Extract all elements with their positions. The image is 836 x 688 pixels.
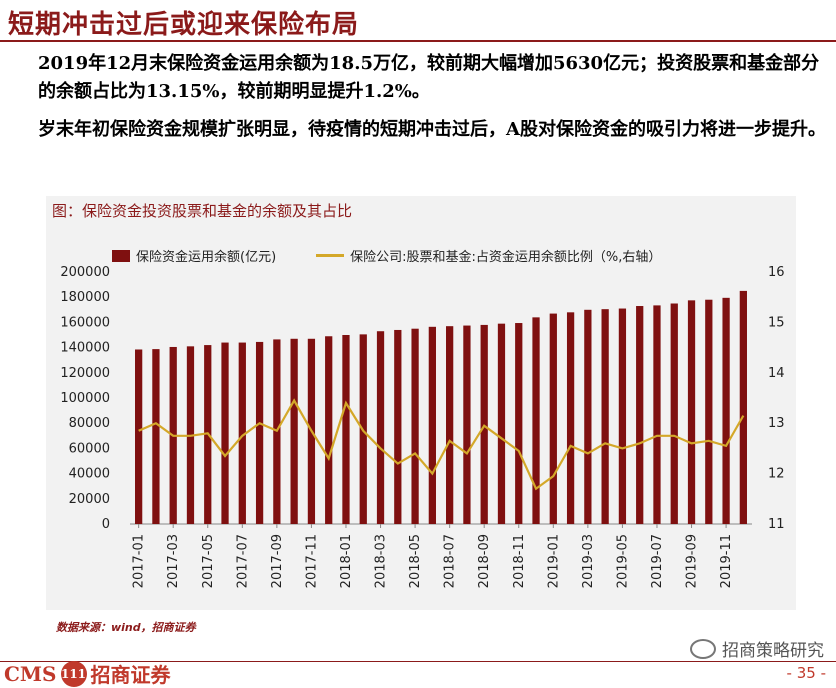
x-tick-label: 2017-11 bbox=[304, 534, 319, 588]
paragraph-2: 岁末年初保险资金规模扩张明显，待疫情的短期冲击过后，A股对保险资金的吸引力将进一… bbox=[38, 119, 826, 140]
bar bbox=[342, 335, 350, 524]
bar bbox=[670, 303, 678, 524]
x-tick-label: 2019-09 bbox=[685, 534, 700, 588]
bar bbox=[290, 338, 298, 524]
bar bbox=[653, 305, 661, 524]
bar bbox=[515, 323, 523, 524]
x-tick-label: 2018-03 bbox=[374, 534, 389, 588]
x-tick-label: 2017-07 bbox=[235, 534, 250, 588]
data-source: 数据来源：wind，招商证券 bbox=[56, 621, 196, 634]
y-left-tick-label: 120000 bbox=[60, 366, 110, 381]
logo-cms: CMS bbox=[4, 661, 57, 686]
y-right-tick-label: 13 bbox=[768, 416, 785, 431]
y-right-tick-label: 15 bbox=[768, 315, 785, 330]
bar bbox=[411, 328, 419, 524]
company-logo: CMS 111 招商证券 bbox=[4, 659, 171, 688]
x-tick-label: 2018-07 bbox=[443, 534, 458, 588]
bar bbox=[255, 341, 264, 524]
x-tick-label: 2019-01 bbox=[546, 534, 561, 588]
logo-cn: 招商证券 bbox=[90, 663, 171, 687]
y-left-tick-label: 80000 bbox=[69, 416, 110, 431]
bar bbox=[463, 325, 471, 524]
y-left-tick-label: 140000 bbox=[60, 341, 110, 356]
page-title: 短期冲击过后或迎来保险布局 bbox=[8, 10, 360, 40]
x-tick-label: 2018-01 bbox=[339, 534, 354, 588]
bar bbox=[325, 336, 333, 524]
x-tick-label: 2019-03 bbox=[581, 534, 596, 588]
legend-bar-label: 保险资金运用余额(亿元) bbox=[136, 250, 277, 265]
legend-bar-swatch bbox=[112, 249, 130, 262]
bar bbox=[601, 309, 609, 524]
y-left-tick-label: 180000 bbox=[60, 290, 110, 305]
page-number: - 35 - bbox=[786, 664, 826, 682]
x-tick-label: 2019-11 bbox=[719, 534, 734, 588]
y-right-tick-label: 11 bbox=[768, 517, 785, 532]
bar bbox=[636, 306, 644, 524]
legend-line-label: 保险公司:股票和基金:占资金运用余额比例（%,右轴） bbox=[350, 250, 662, 265]
watermark-text: 招商策略研究 bbox=[722, 641, 824, 661]
bar bbox=[428, 326, 436, 524]
y-left-tick-label: 40000 bbox=[69, 467, 110, 482]
y-right-tick-label: 12 bbox=[768, 467, 785, 482]
bar bbox=[446, 326, 454, 524]
bar bbox=[532, 317, 540, 524]
bar bbox=[705, 299, 713, 524]
logo-badge: 111 bbox=[60, 660, 87, 687]
x-tick-label: 2018-05 bbox=[408, 534, 423, 588]
chart-legend: 保险资金运用余额(亿元) 保险公司:股票和基金:占资金运用余额比例（%,右轴） bbox=[112, 246, 661, 265]
bar bbox=[238, 342, 246, 524]
y-left-tick-label: 60000 bbox=[69, 441, 110, 456]
bar bbox=[394, 329, 402, 524]
x-tick-label: 2017-01 bbox=[132, 534, 147, 588]
x-tick-label: 2017-09 bbox=[270, 534, 285, 588]
bar bbox=[566, 312, 575, 524]
y-left-tick-label: 160000 bbox=[60, 315, 110, 330]
x-tick-label: 2019-07 bbox=[650, 534, 665, 588]
y-left-tick-label: 0 bbox=[102, 517, 110, 532]
x-tick-label: 2018-09 bbox=[477, 534, 492, 588]
bar bbox=[376, 331, 385, 524]
chart-title: 图：保险资金投资股票和基金的余额及其占比 bbox=[52, 202, 353, 220]
y-left-tick-label: 20000 bbox=[69, 492, 110, 507]
ratio-line bbox=[138, 398, 745, 491]
y-right-tick-label: 14 bbox=[768, 366, 785, 381]
title-rule bbox=[0, 40, 836, 42]
y-left-tick-label: 200000 bbox=[60, 265, 110, 280]
bar bbox=[549, 313, 557, 524]
bar bbox=[497, 323, 506, 524]
x-tick-label: 2017-05 bbox=[201, 534, 216, 588]
bar bbox=[135, 349, 143, 524]
bar bbox=[152, 349, 160, 524]
y-left-tick-label: 100000 bbox=[60, 391, 110, 406]
x-tick-label: 2018-11 bbox=[512, 534, 527, 588]
paragraph-1: 2019年12月末保险资金运用余额为18.5万亿，较前期大幅增加5630亿元；投… bbox=[38, 53, 820, 102]
bar bbox=[221, 342, 229, 524]
bar bbox=[739, 290, 747, 524]
y-right-tick-label: 16 bbox=[768, 265, 785, 280]
footer-rule bbox=[0, 661, 836, 662]
legend-line-swatch bbox=[316, 254, 345, 257]
bar bbox=[618, 308, 627, 524]
watermark: 招商策略研究 bbox=[690, 636, 824, 661]
bar bbox=[584, 309, 592, 524]
bar bbox=[687, 300, 696, 524]
wechat-icon bbox=[690, 638, 716, 659]
bar bbox=[722, 297, 730, 524]
x-tick-label: 2019-05 bbox=[615, 534, 630, 588]
x-tick-label: 2017-03 bbox=[166, 534, 181, 588]
